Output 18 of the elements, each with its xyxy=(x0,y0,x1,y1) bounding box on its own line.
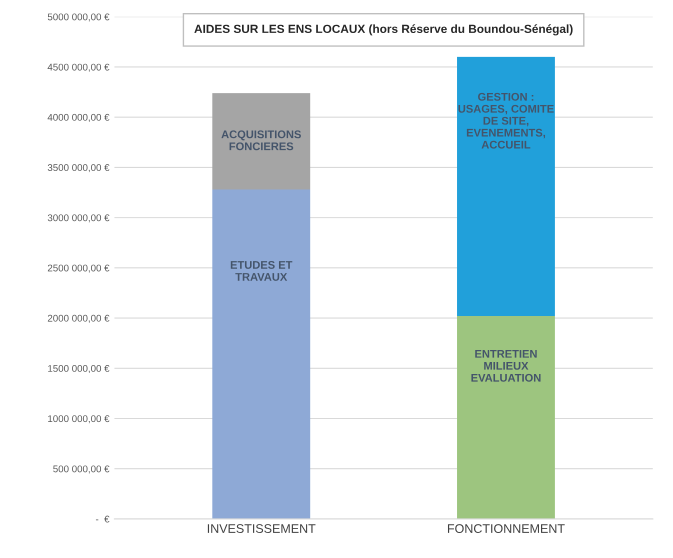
y-tick-label: 2000 000,00 € xyxy=(48,314,110,323)
y-tick-label: 5000 000,00 € xyxy=(48,13,110,22)
y-tick-label: - € xyxy=(96,516,110,523)
y-tick-label: 3500 000,00 € xyxy=(48,164,110,172)
y-tick-label: 1000 000,00 € xyxy=(48,415,110,424)
series-label: ENTRETIEN MILIEUX EVALUATION xyxy=(471,350,541,382)
y-tick-label: 4500 000,00 € xyxy=(48,64,110,72)
y-tick-label: 4000 000,00 € xyxy=(48,114,110,122)
series-label: ACQUISITIONS FONCIERES xyxy=(221,130,301,150)
series-label: GESTION : USAGES, COMITE DE SITE, EVENEMENTS, ACCUEIL xyxy=(458,92,554,149)
x-tick-label: INVESTISSEMENT xyxy=(208,524,316,533)
y-tick-label: 2500 000,00 € xyxy=(48,264,110,273)
y-tick-label: 1500 000,00 € xyxy=(48,365,110,374)
text: AIDES SUR LES ENS LOCAUX (hors Réserve du Boundou-Sénégal) xyxy=(194,24,573,36)
series-label: ETUDES ET TRAVAUX xyxy=(230,260,292,281)
y-tick-label: 3000 000,00 € xyxy=(48,214,110,222)
y-tick-label: 500 000,00 € xyxy=(53,465,110,474)
x-tick-label: FONCTIONNEMENT xyxy=(448,524,565,533)
